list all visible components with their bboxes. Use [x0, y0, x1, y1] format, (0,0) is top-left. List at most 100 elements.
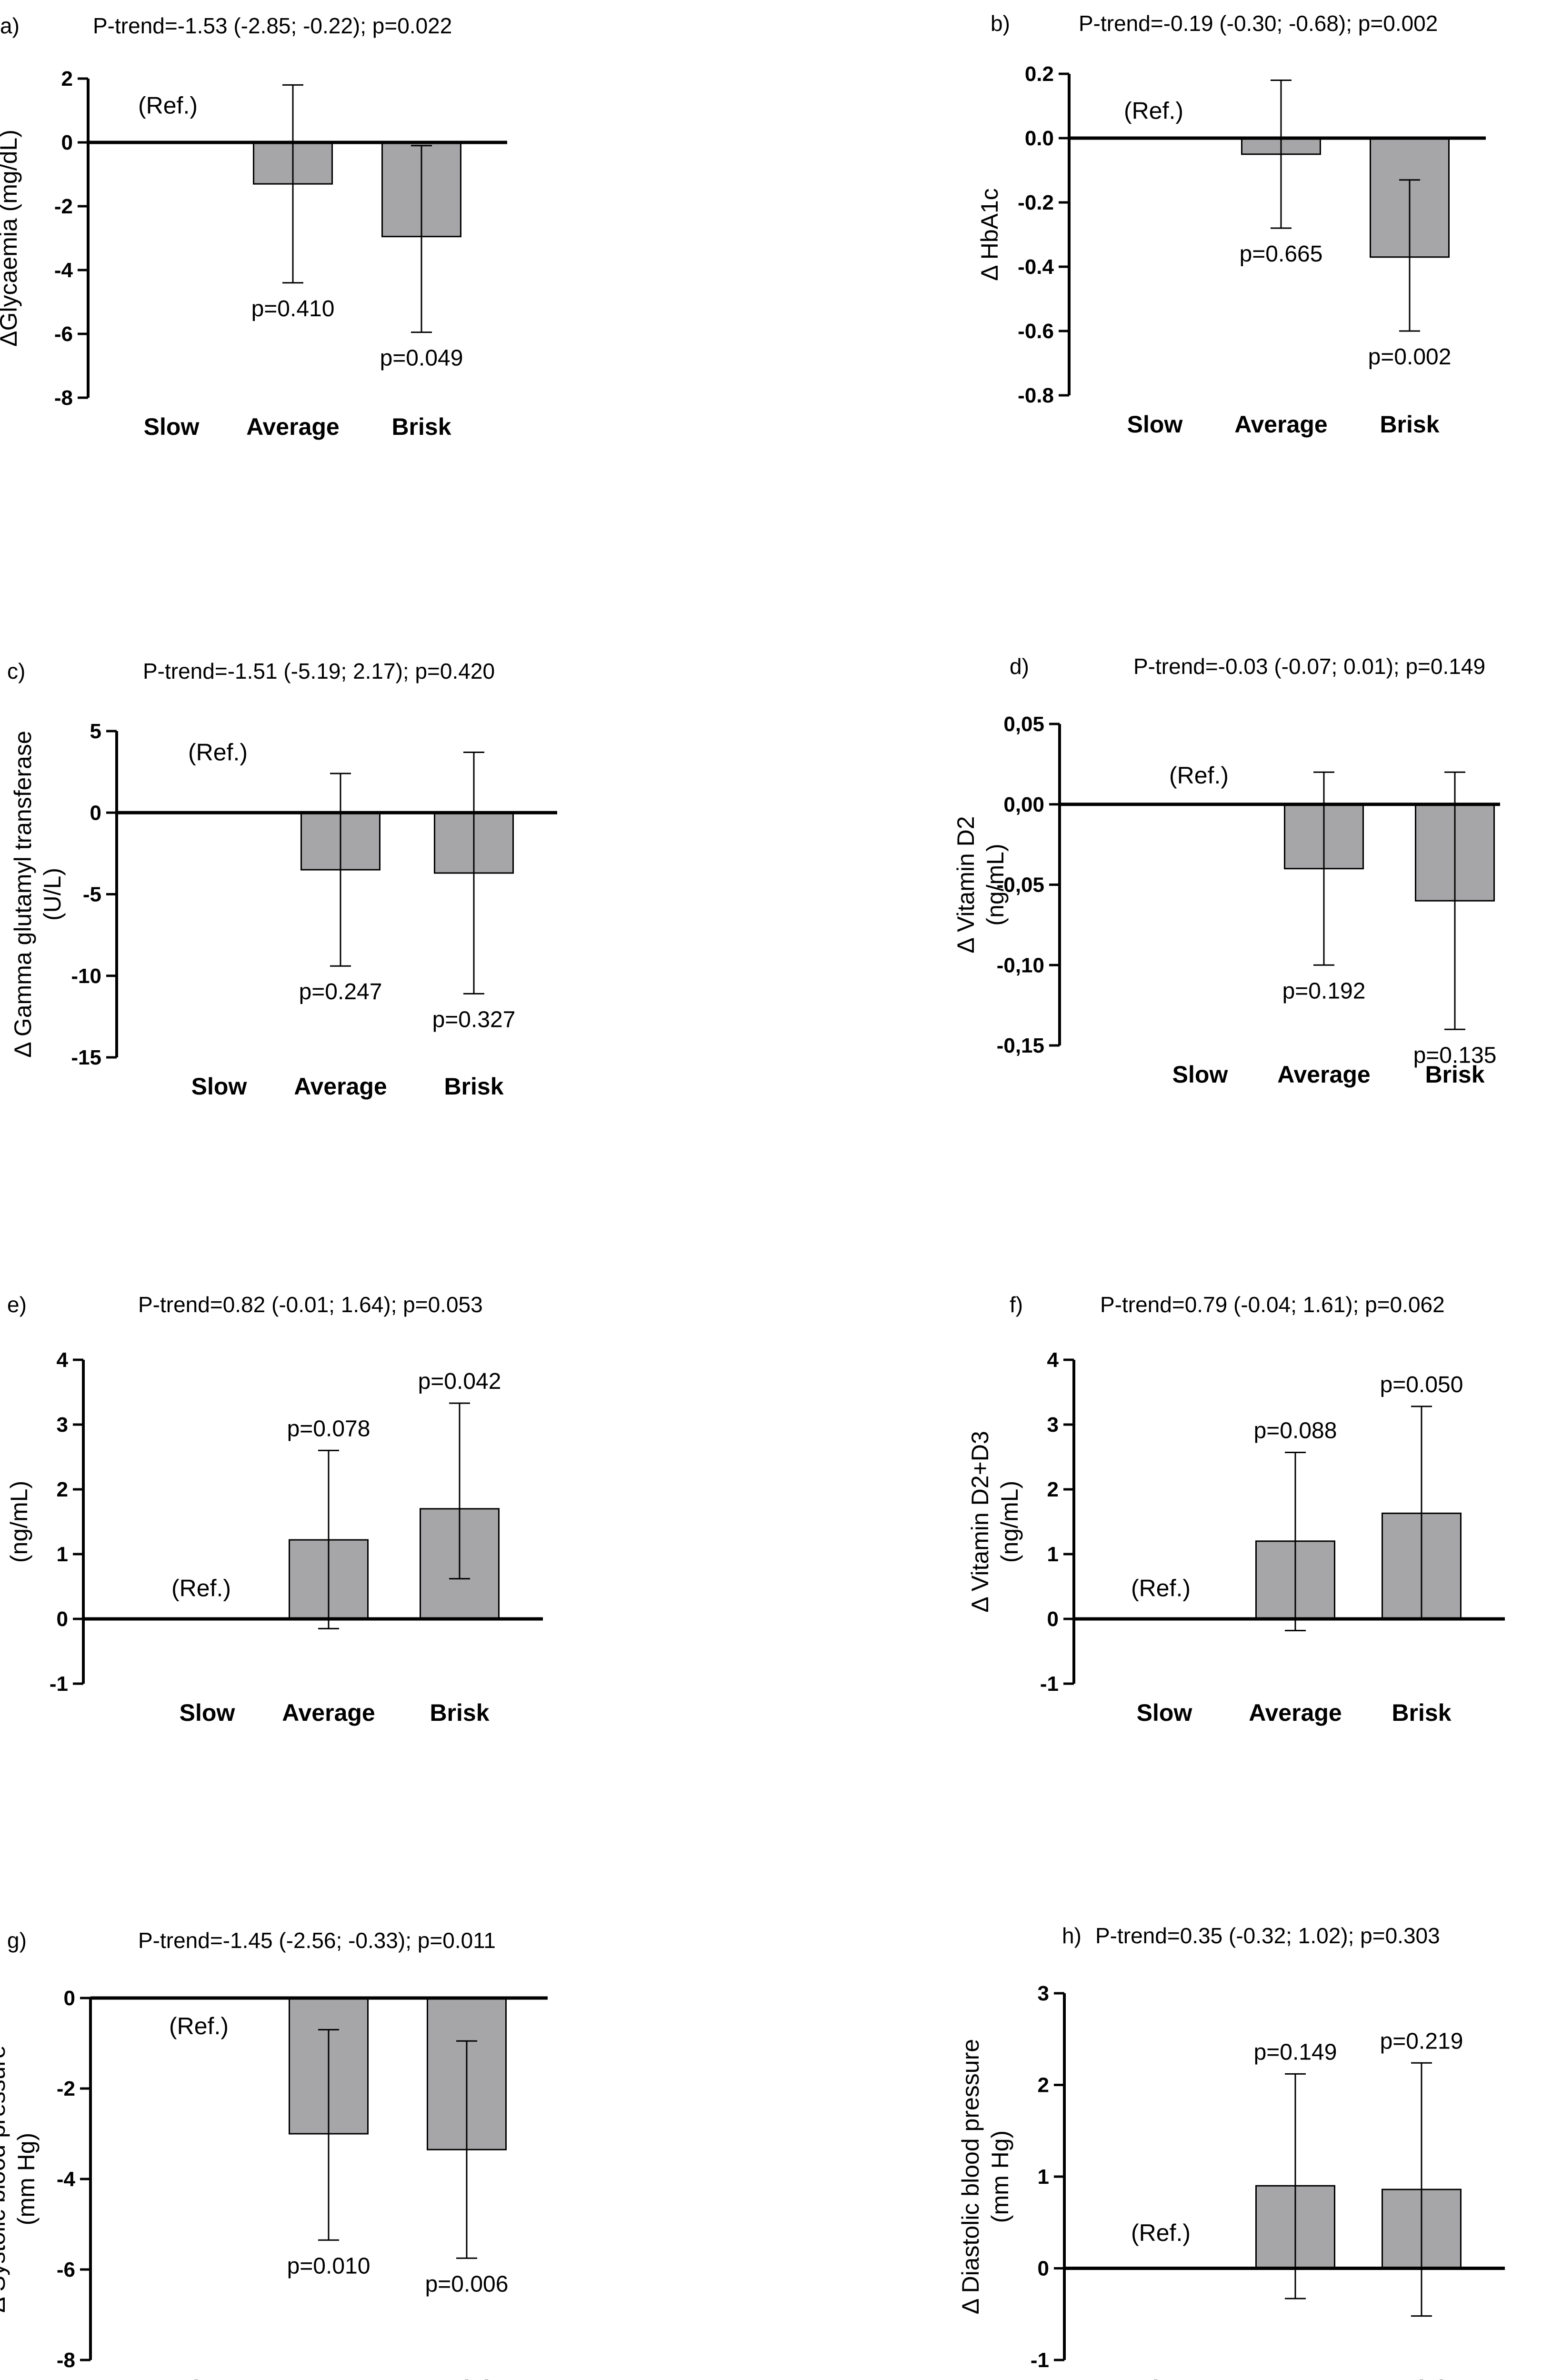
y-tick-label: 1	[1047, 1543, 1059, 1566]
y-axis-label-line: (ng/mL)	[6, 1481, 32, 1563]
x-category-label: Slow	[144, 413, 200, 440]
reference-label: (Ref.)	[171, 1575, 231, 1601]
panel-letter: a)	[0, 13, 20, 38]
panel-letter: h)	[1062, 1923, 1081, 1948]
x-category-label: Brisk	[1392, 1699, 1451, 1726]
panel-c-chart: c) P-trend=-1.51 (-5.19; 2.17); p=0.420 -1…	[7, 659, 557, 1100]
panel-letter: f)	[1010, 1292, 1023, 1317]
y-axis-label-line: (mm Hg)	[13, 2133, 40, 2225]
y-axis-label-line: Δ Vitamin D3	[0, 1453, 3, 1590]
y-tick-label: 0	[64, 1987, 75, 2010]
x-category-label: Brisk	[391, 413, 451, 440]
p-value-label: p=0.088	[1254, 1418, 1337, 1443]
p-trend-title: P-trend=-0.03 (-0.07; 0.01); p=0.149	[1133, 654, 1485, 679]
p-value-label: p=0.050	[1380, 1372, 1463, 1397]
x-category-label: Brisk	[1425, 1061, 1484, 1088]
x-category-label: Average	[282, 1699, 375, 1726]
y-axis-label: Δ Vitamin D3(ng/mL)	[0, 1453, 32, 1590]
y-axis-label-line: (ng/mL)	[996, 1481, 1023, 1563]
y-axis-label-line: Δ Vitamin D2+D3	[967, 1431, 993, 1612]
y-tick-label: 2	[61, 67, 73, 90]
y-axis-label-line: (mm Hg)	[987, 2130, 1013, 2223]
panel-letter: b)	[991, 11, 1010, 36]
y-tick-label: -8	[54, 386, 73, 410]
x-category-label: Average	[1249, 2376, 1342, 2380]
panel-e-chart: e) P-trend=0.82 (-0.01; 1.64); p=0.053 -1 0…	[0, 1292, 543, 1726]
panel-letter: d)	[1010, 654, 1029, 679]
p-trend-title: P-trend=-0.19 (-0.30; -0.68); p=0.002	[1079, 11, 1438, 36]
reference-label: (Ref.)	[188, 739, 248, 766]
p-value-label: p=0.078	[287, 1416, 370, 1441]
y-axis-label-line: Δ Systolic blood pressure	[0, 2045, 10, 2312]
panel-letter: e)	[7, 1292, 27, 1317]
y-axis-label-line: (ng/mL)	[982, 844, 1009, 925]
y-tick-label: -1	[50, 1672, 68, 1696]
panel-letter: g)	[7, 1928, 27, 1953]
y-tick-label: -1	[1040, 1672, 1059, 1696]
x-category-label: Average	[1277, 1061, 1370, 1088]
p-value-label: p=0.006	[425, 2271, 509, 2297]
panel-d-chart: d) P-trend=-0.03 (-0.07; 0.01); p=0.149 -0…	[952, 654, 1500, 1088]
p-value-label: p=0.410	[251, 296, 335, 321]
reference-label: (Ref.)	[1124, 98, 1183, 124]
x-category-label: Brisk	[430, 1699, 489, 1726]
y-axis-label: Δ HbA1c	[976, 188, 1003, 281]
panel-letter: c)	[7, 659, 25, 683]
x-category-label: Slow	[1137, 1699, 1192, 1726]
p-trend-title: P-trend=-1.45 (-2.56; -0.33); p=0.011	[138, 1928, 496, 1953]
y-tick-label: -4	[54, 259, 73, 282]
y-axis-label: Δ Vitamin D2 (ng/mL)	[952, 816, 1009, 953]
y-tick-label: -0,15	[997, 1034, 1044, 1057]
y-tick-label: -6	[57, 2258, 75, 2281]
panel-h-chart: h) P-trend=0.35 (-0.32; 1.02); p=0.303 -1 0…	[957, 1923, 1505, 2380]
p-value-label: p=0.042	[418, 1369, 501, 1394]
x-category-label: Average	[294, 1073, 387, 1100]
y-tick-label: 0,05	[1003, 713, 1044, 736]
p-trend-title: P-trend=0.82 (-0.01; 1.64); p=0.053	[138, 1292, 483, 1317]
y-axis-label-line: Δ Vitamin D2	[952, 816, 979, 953]
y-axis-label-line: ΔGlycaemia (mg/dL)	[0, 130, 22, 347]
x-category-label: Slow	[1172, 1061, 1228, 1088]
x-category-label: Brisk	[1392, 2376, 1451, 2380]
y-tick-label: 0.0	[1025, 127, 1054, 150]
y-tick-label: 4	[57, 1348, 69, 1372]
y-axis-label-line: Δ HbA1c	[976, 188, 1003, 281]
y-tick-label: 1	[57, 1543, 68, 1566]
y-tick-label: 0	[90, 801, 101, 824]
x-category-label: Brisk	[437, 2376, 496, 2380]
y-axis-label: Δ Diastolic blood pressure (mm Hg)	[957, 2039, 1013, 2314]
y-tick-label: 2	[1047, 1478, 1059, 1501]
y-tick-label: -0.4	[1018, 255, 1054, 279]
reference-label: (Ref.)	[1169, 762, 1229, 789]
y-tick-label: 0	[61, 131, 73, 154]
reference-label: (Ref.)	[169, 2013, 229, 2039]
y-tick-label: -4	[57, 2168, 76, 2191]
p-trend-title: P-trend=0.79 (-0.04; 1.61); p=0.062	[1100, 1292, 1445, 1317]
y-tick-label: 5	[90, 720, 101, 743]
y-tick-label: -0,10	[997, 954, 1044, 977]
x-category-label: Brisk	[1380, 411, 1439, 438]
y-tick-label: -0,05	[997, 874, 1044, 897]
y-tick-label: 3	[1047, 1413, 1059, 1436]
y-tick-label: 3	[1038, 1982, 1049, 2005]
p-value-label: p=0.135	[1413, 1043, 1497, 1068]
x-category-label: Brisk	[444, 1073, 503, 1100]
y-tick-label: 4	[1047, 1348, 1059, 1372]
x-category-label: Average	[246, 413, 339, 440]
p-trend-title: P-trend=0.35 (-0.32; 1.02); p=0.303	[1095, 1923, 1440, 1948]
x-category-label: Average	[282, 2376, 375, 2380]
y-tick-label: 0	[1047, 1607, 1059, 1631]
reference-label: (Ref.)	[1131, 2219, 1191, 2246]
p-value-label: p=0.192	[1282, 978, 1366, 1004]
y-tick-label: 2	[57, 1478, 68, 1501]
p-trend-title: P-trend=-1.51 (-5.19; 2.17); p=0.420	[143, 659, 495, 683]
y-tick-label: -8	[57, 2349, 75, 2372]
y-axis-label-line: Δ Gamma glutamyl transferase	[10, 731, 36, 1057]
p-value-label: p=0.219	[1380, 2029, 1463, 2054]
p-value-label: p=0.149	[1254, 2039, 1337, 2065]
y-axis-label-line: (U/L)	[39, 868, 66, 921]
panel-b-chart: b) P-trend=-0.19 (-0.30; -0.68); p=0.002 -…	[976, 11, 1486, 438]
y-tick-label: -0.6	[1018, 320, 1054, 343]
y-tick-label: 0,00	[1003, 793, 1044, 816]
